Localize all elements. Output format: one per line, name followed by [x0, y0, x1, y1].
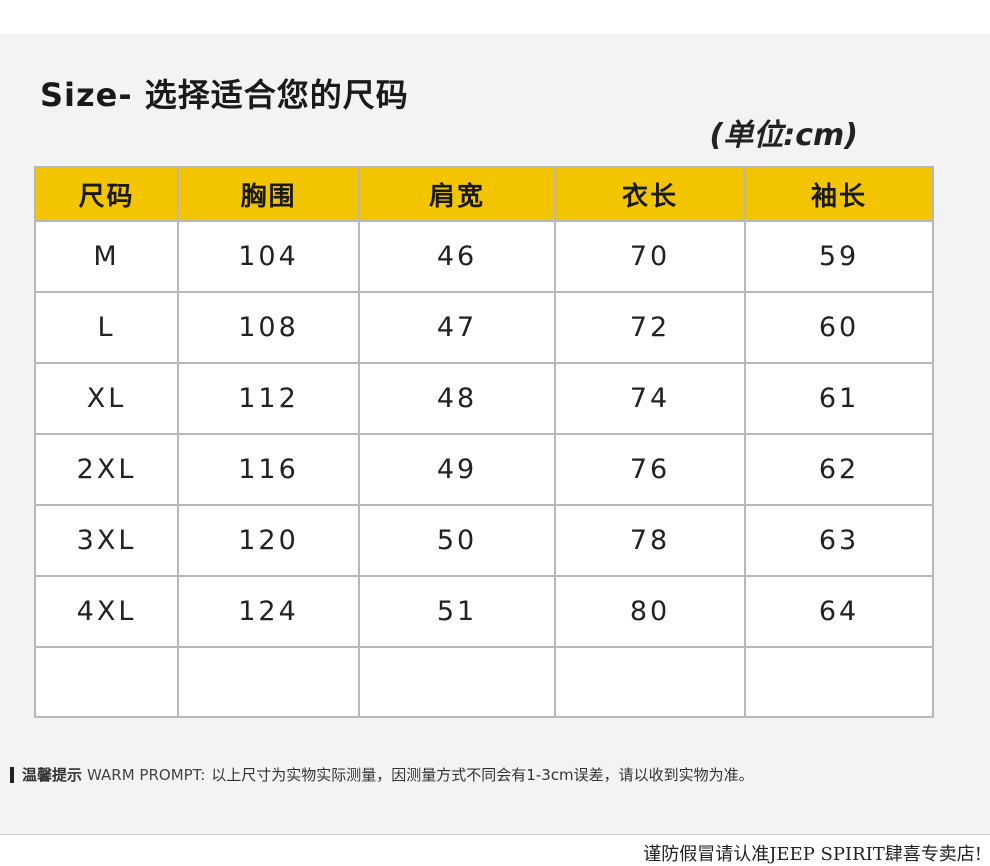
warm-prompt: 温馨提示 WARM PROMPT: 以上尺寸为实物实际测量，因测量方式不同会有1… — [10, 764, 754, 785]
column-header-chest: 胸围 — [177, 166, 360, 222]
table-cell-empty — [744, 646, 934, 718]
table-cell-empty — [554, 646, 746, 718]
footer-notice: 谨防假冒请认准JEEP SPIRIT肆喜专卖店! — [643, 844, 982, 865]
table-row: 4XL 124 51 80 64 — [34, 575, 934, 648]
prompt-label: 温馨提示 — [22, 766, 83, 784]
table-cell: M — [34, 220, 179, 293]
table-cell: 74 — [554, 362, 746, 435]
table-cell: 116 — [177, 433, 360, 506]
table-cell: 46 — [358, 220, 556, 293]
prompt-bar-icon — [10, 766, 14, 783]
prompt-english: WARM PROMPT: — [87, 765, 206, 784]
column-header-size: 尺码 — [34, 166, 179, 222]
top-strip — [0, 0, 990, 34]
table-cell: 3XL — [34, 504, 179, 577]
table-cell: 62 — [744, 433, 934, 506]
table-cell: 80 — [554, 575, 746, 648]
table-cell: 48 — [358, 362, 556, 435]
table-cell: 104 — [177, 220, 360, 293]
table-cell: 63 — [744, 504, 934, 577]
table-cell: 50 — [358, 504, 556, 577]
size-table: 尺码 胸围 肩宽 衣长 袖长 M 104 46 70 59 L 108 47 7… — [34, 166, 934, 718]
table-row: L 108 47 72 60 — [34, 291, 934, 364]
table-cell: 78 — [554, 504, 746, 577]
unit-label: (单位:cm) — [709, 118, 858, 153]
table-cell: 76 — [554, 433, 746, 506]
table-cell: 4XL — [34, 575, 179, 648]
table-cell: 124 — [177, 575, 360, 648]
table-cell: 47 — [358, 291, 556, 364]
table-cell: 61 — [744, 362, 934, 435]
table-cell: L — [34, 291, 179, 364]
page-title: Size- 选择适合您的尺码 — [40, 76, 409, 114]
table-row: XL 112 48 74 61 — [34, 362, 934, 435]
footer-divider — [0, 834, 990, 835]
table-cell-empty — [358, 646, 556, 718]
table-cell: 120 — [177, 504, 360, 577]
table-cell: 59 — [744, 220, 934, 293]
table-cell: 2XL — [34, 433, 179, 506]
column-header-sleeve: 袖长 — [744, 166, 934, 222]
prompt-text: 以上尺寸为实物实际测量，因测量方式不同会有1-3cm误差，请以收到实物为准。 — [211, 766, 754, 784]
table-row: 2XL 116 49 76 62 — [34, 433, 934, 506]
table-cell: 108 — [177, 291, 360, 364]
table-cell: 49 — [358, 433, 556, 506]
table-cell: 112 — [177, 362, 360, 435]
table-cell-empty — [177, 646, 360, 718]
table-cell: 64 — [744, 575, 934, 648]
table-cell: 70 — [554, 220, 746, 293]
table-cell: XL — [34, 362, 179, 435]
table-row-empty — [34, 646, 934, 718]
table-cell: 51 — [358, 575, 556, 648]
table-cell: 72 — [554, 291, 746, 364]
table-header-row: 尺码 胸围 肩宽 衣长 袖长 — [34, 166, 934, 222]
column-header-length: 衣长 — [554, 166, 746, 222]
table-cell-empty — [34, 646, 179, 718]
table-cell: 60 — [744, 291, 934, 364]
table-row: 3XL 120 50 78 63 — [34, 504, 934, 577]
column-header-shoulder: 肩宽 — [358, 166, 556, 222]
table-row: M 104 46 70 59 — [34, 220, 934, 293]
